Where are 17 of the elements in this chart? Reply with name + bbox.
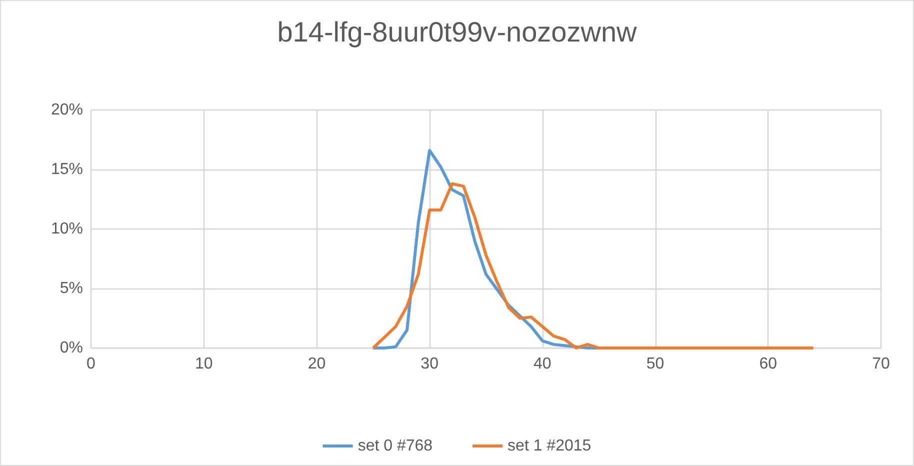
x-tick-label: 30 <box>420 356 439 372</box>
y-tick-label: 0% <box>60 340 83 356</box>
y-tick-label: 10% <box>50 220 83 238</box>
x-tick-label: 70 <box>872 356 890 372</box>
y-tick-label: 5% <box>60 280 83 297</box>
x-tick-label: 10 <box>194 356 213 372</box>
x-tick-label: 0 <box>86 356 96 372</box>
chart-title: b14-lfg-8uur0t99v-nozozwnw <box>277 16 638 48</box>
x-tick-label: 60 <box>759 356 778 372</box>
y-tick-label: 20% <box>50 102 83 118</box>
x-tick-label: 50 <box>646 356 664 372</box>
x-tick-label: 20 <box>308 356 326 372</box>
legend-label: set 0 #768 <box>358 438 433 454</box>
line-series <box>372 182 815 350</box>
legend-label: set 1 #2015 <box>508 438 592 454</box>
y-tick-label: 15% <box>50 161 83 178</box>
x-tick-label: 40 <box>534 356 552 372</box>
